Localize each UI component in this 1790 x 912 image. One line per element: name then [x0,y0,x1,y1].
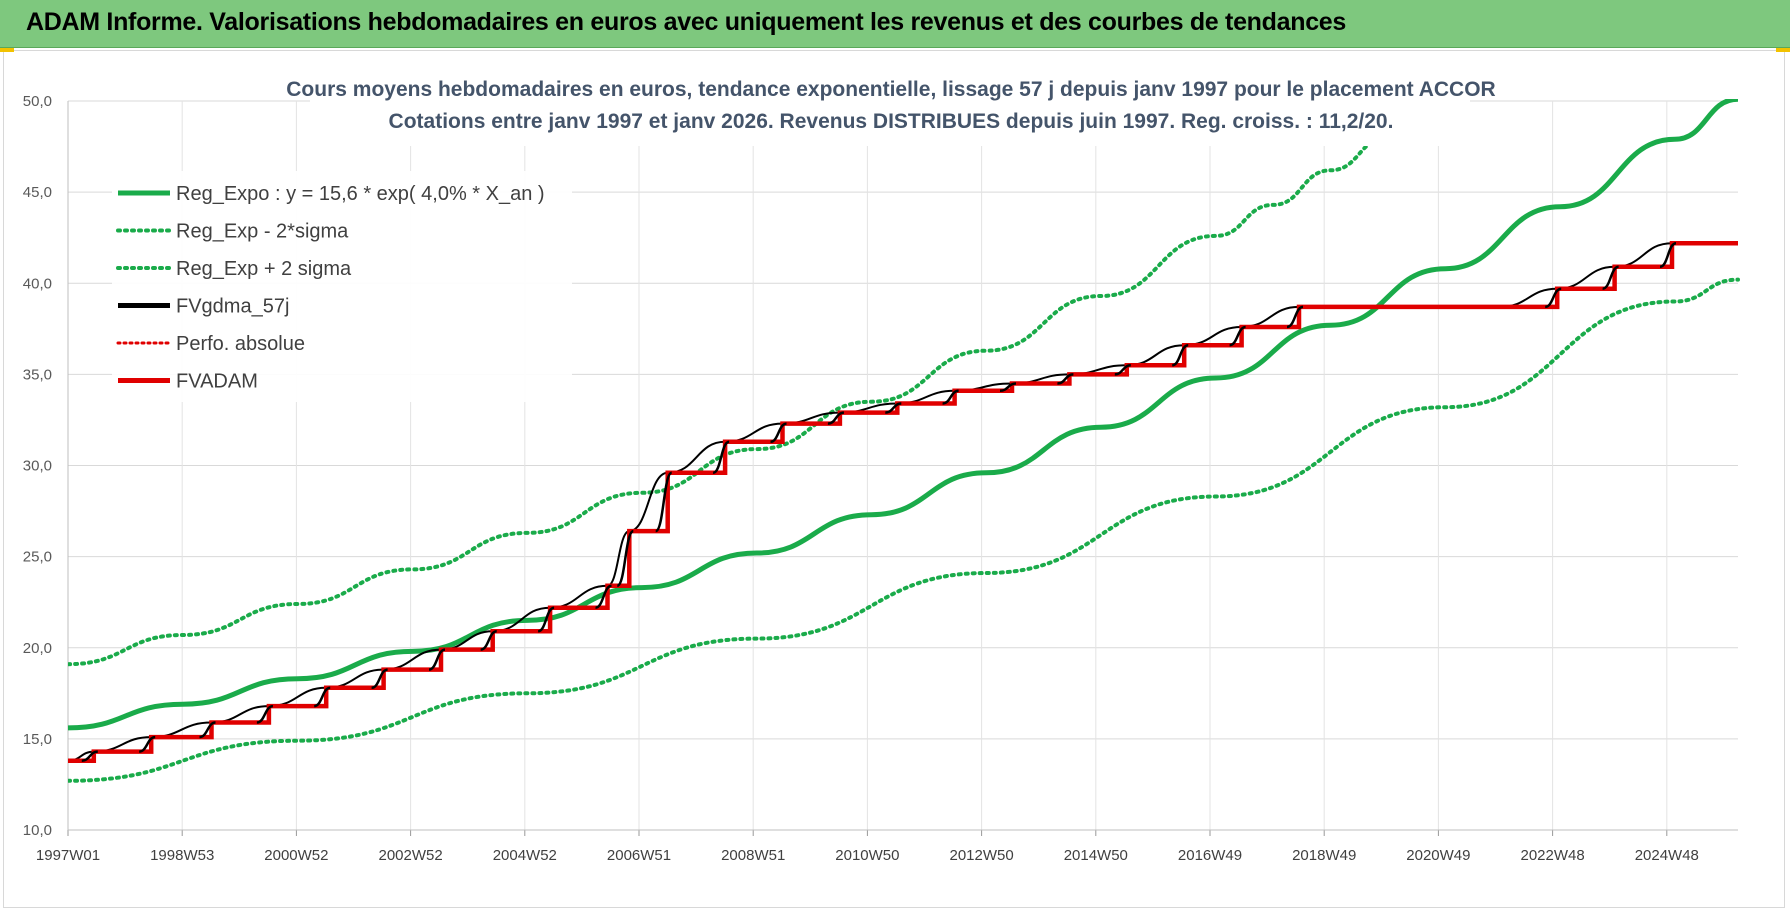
y-tick-label: 15,0 [23,731,52,748]
series-line-5 [68,240,1738,763]
x-tick-label: 2016W49 [1178,847,1242,864]
chart-title-line2: Cotations entre janv 1997 et janv 2026. … [389,110,1394,133]
y-tick-label: 45,0 [23,184,52,201]
series-line-0 [68,99,1739,731]
x-tick-label: 1997W01 [36,847,100,864]
legend-label-5: FVADAM [176,371,258,393]
banner: ADAM Informe. Valorisations hebdomadaire… [0,0,1790,48]
chart-title-line1: Cours moyens hebdomadaires en euros, ten… [286,78,1495,101]
corner-mark-left [0,48,14,52]
y-tick-label: 30,0 [23,458,52,475]
y-tick-label: 25,0 [23,549,52,566]
y-tick-label: 50,0 [23,93,52,110]
x-tick-label: 1998W53 [150,847,214,864]
title-box [310,70,1470,146]
x-tick-label: 2000W52 [264,847,328,864]
legend-label-4: Perfo. absolue [176,333,305,355]
x-tick-label: 2008W51 [721,847,785,864]
x-tick-label: 2010W50 [835,847,899,864]
x-tick-label: 2018W49 [1292,847,1356,864]
y-tick-label: 20,0 [23,640,52,657]
x-tick-label: 2022W48 [1520,847,1584,864]
legend-label-0: Reg_Expo : y = 15,6 * exp( 4,0% * X_an ) [176,183,545,205]
y-tick-label: 10,0 [23,822,52,839]
series-line-1 [68,277,1740,783]
legend-label-1: Reg_Exp - 2*sigma [176,221,349,243]
fvgdma-transitions [81,241,1677,762]
x-tick-label: 2014W50 [1064,847,1128,864]
legend-box [112,171,572,402]
x-tick-label: 2002W52 [378,847,442,864]
legend-label-3: FVgdma_57j [176,296,289,318]
x-tick-label: 2006W51 [607,847,671,864]
legend-label-2: Reg_Exp + 2 sigma [176,258,352,280]
x-tick-label: 2020W49 [1406,847,1470,864]
corner-mark-right [1776,48,1790,52]
y-tick-label: 35,0 [23,366,52,383]
series-line-2 [68,135,1390,667]
chart-frame [3,50,1785,908]
banner-title: ADAM Informe. Valorisations hebdomadaire… [26,8,1347,36]
x-tick-label: 2004W52 [493,847,557,864]
y-tick-label: 40,0 [23,275,52,292]
x-tick-label: 2024W48 [1635,847,1699,864]
x-tick-label: 2012W50 [949,847,1013,864]
